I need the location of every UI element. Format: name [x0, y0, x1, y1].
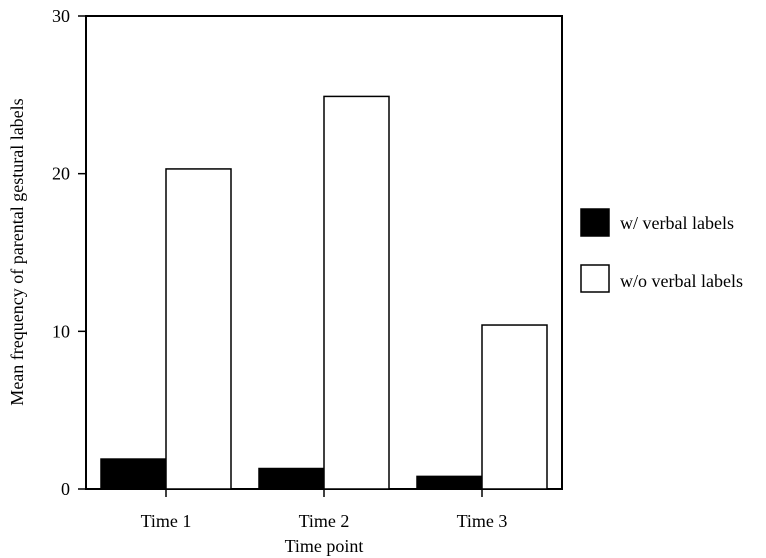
bar-time-1-series-2 — [165, 168, 232, 490]
legend-swatch-without-verbal-labels — [580, 264, 610, 293]
legend-label-without-verbal-labels: w/o verbal labels — [620, 271, 743, 291]
x-axis: Time 1 Time 2 Time 3 — [141, 489, 508, 531]
legend: w/ verbal labels w/o verbal labels — [580, 208, 743, 293]
legend-swatch-with-verbal-labels — [580, 208, 610, 237]
bar-time-2-series-2 — [323, 95, 390, 490]
x-tick-label: Time 2 — [299, 511, 350, 531]
y-axis: 0 10 20 30 — [52, 6, 86, 499]
y-axis-title: Mean frequency of parental gestural labe… — [7, 98, 27, 405]
bars-group — [100, 95, 548, 490]
x-tick-label: Time 1 — [141, 511, 192, 531]
x-axis-title: Time point — [285, 536, 364, 556]
y-tick-label: 0 — [61, 479, 70, 499]
x-tick-label: Time 3 — [457, 511, 508, 531]
bar-time-2-series-1 — [258, 467, 325, 490]
bar-time-3-series-2 — [481, 324, 548, 490]
y-tick-label: 20 — [52, 164, 70, 184]
legend-label-with-verbal-labels: w/ verbal labels — [620, 213, 734, 233]
bar-time-3-series-1 — [416, 475, 483, 490]
bar-time-1-series-1 — [100, 458, 167, 490]
y-tick-label: 10 — [52, 321, 70, 341]
y-tick-label: 30 — [52, 6, 70, 26]
